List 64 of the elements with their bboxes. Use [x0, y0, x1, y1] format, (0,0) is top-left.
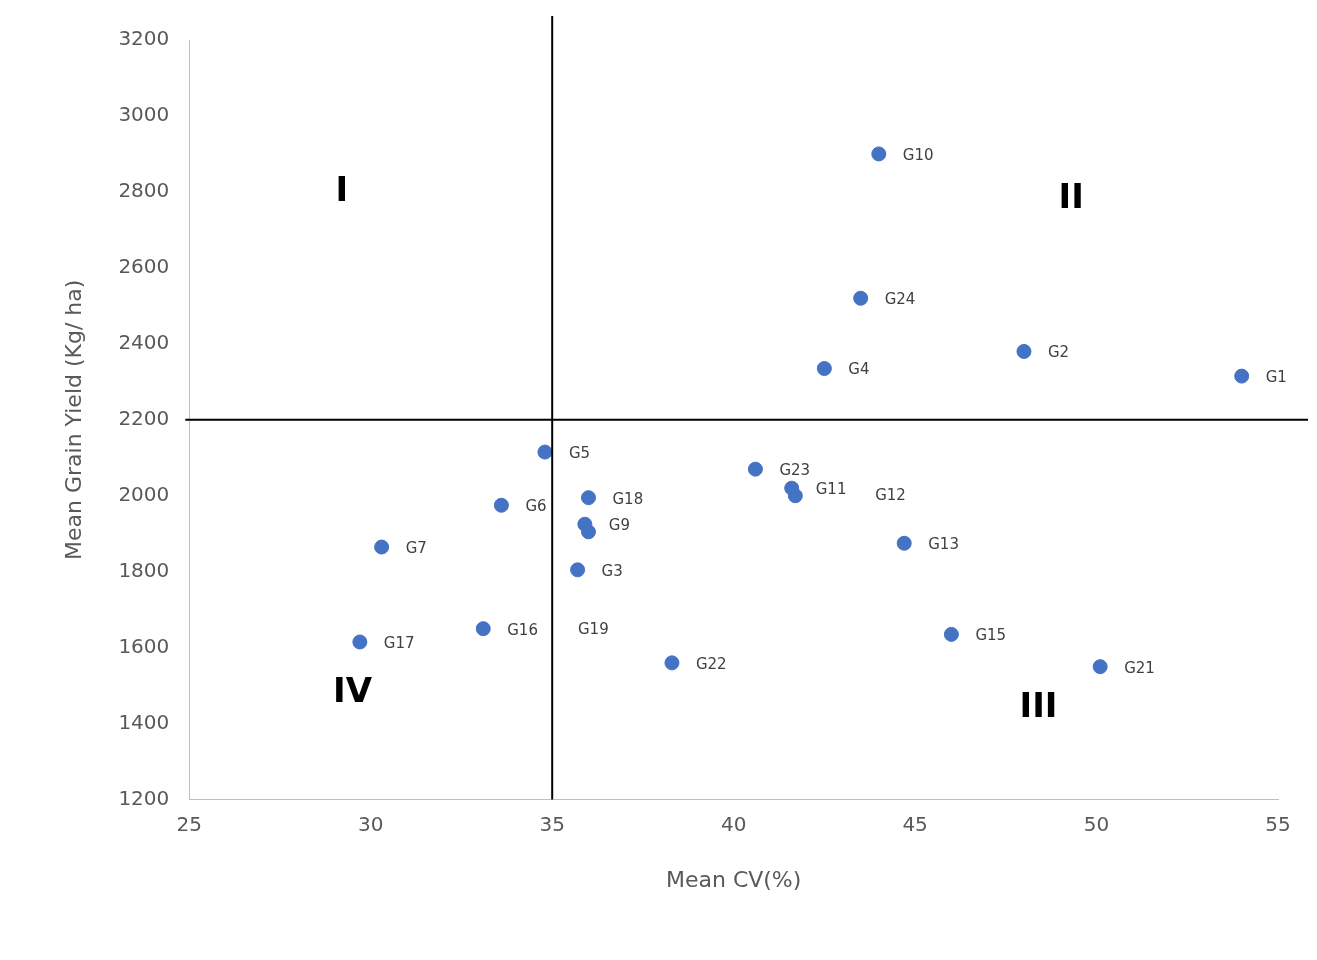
annotation: G17 [383, 633, 415, 652]
annotation: G10 [902, 145, 934, 164]
annotation: G5 [568, 443, 591, 462]
annotation: G16 [507, 620, 538, 639]
annotation: G21 [1124, 658, 1155, 677]
point [871, 146, 887, 162]
point [664, 655, 680, 671]
point [570, 562, 586, 578]
x-tick-label: 45 [902, 811, 928, 836]
annotation: G15 [975, 626, 1007, 645]
y-tick-label: 2000 [118, 481, 170, 506]
y-tick-label: 3000 [118, 102, 170, 127]
point [853, 290, 869, 306]
x-tick-label: 55 [1265, 811, 1291, 836]
annotation: G22 [695, 654, 727, 673]
x-axis-title: Mean CV(%) [665, 866, 802, 892]
point [352, 634, 368, 650]
annotation: G3 [601, 561, 623, 580]
annotation: G7 [405, 538, 427, 557]
point [747, 461, 763, 477]
y-tick-label: 2200 [118, 406, 170, 430]
x-tick-label: 25 [176, 811, 203, 836]
annotation: G6 [525, 497, 547, 516]
y-tick-label: 1200 [118, 785, 170, 810]
point [475, 621, 491, 637]
annotation: G11 [815, 480, 847, 499]
annotation: G24 [884, 290, 916, 309]
y-tick-label: 1600 [118, 633, 170, 658]
x-tick-label: 30 [358, 811, 384, 836]
point [1016, 343, 1032, 359]
annotation: G18 [612, 489, 644, 508]
point [580, 524, 596, 540]
point [1092, 659, 1108, 675]
point [580, 490, 596, 506]
annotation: G2 [1047, 343, 1070, 362]
annotation: G13 [928, 535, 959, 554]
y-tick-label: 2800 [118, 178, 170, 203]
point [816, 361, 832, 377]
annotation: II [1058, 176, 1084, 217]
y-tick-label: 2600 [118, 254, 170, 279]
y-tick-label: 1400 [118, 709, 170, 734]
annotation: G19 [577, 620, 609, 639]
point [537, 444, 553, 460]
x-tick-label: 50 [1083, 811, 1110, 836]
point [896, 535, 912, 551]
x-tick-label: 40 [720, 811, 747, 836]
point [943, 626, 959, 642]
annotation: G1 [1265, 368, 1287, 387]
point [1234, 368, 1250, 384]
y-tick-label: 2400 [118, 330, 170, 355]
point [374, 539, 390, 555]
point [784, 480, 800, 496]
x-tick-label: 35 [539, 811, 565, 836]
annotation: I [335, 168, 349, 209]
annotation: G12 [875, 485, 906, 504]
annotation: G4 [848, 360, 870, 379]
annotation: G23 [779, 461, 811, 480]
annotation: IV [333, 670, 373, 711]
annotation: III [1019, 685, 1058, 726]
y-tick-label: 3200 [118, 26, 170, 51]
point [493, 497, 509, 513]
annotation: G9 [608, 516, 631, 535]
y-tick-label: 1800 [118, 557, 170, 582]
y-axis-title: Mean Grain Yield (Kg/ ha) [60, 279, 86, 560]
